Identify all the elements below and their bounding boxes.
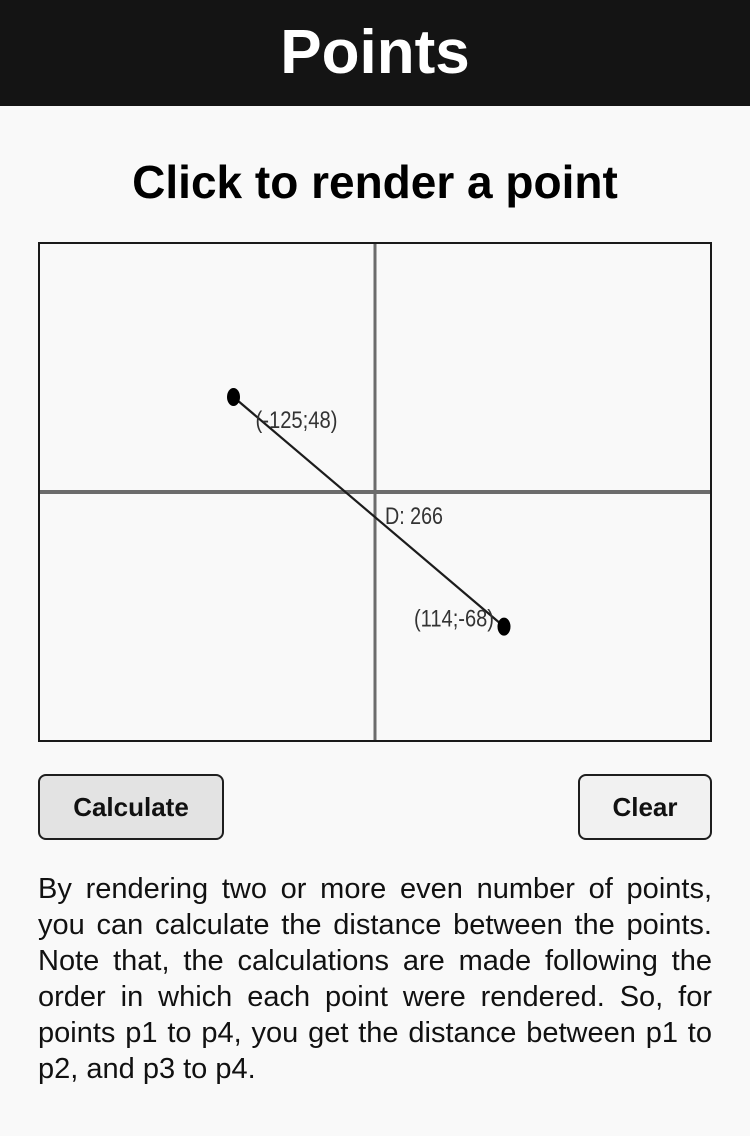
point-coordinate-label: (114;-68) xyxy=(414,606,494,633)
plotted-point[interactable] xyxy=(497,617,511,636)
distance-segment xyxy=(232,396,505,628)
distance-label: D: 266 xyxy=(385,503,443,530)
plot-svg[interactable]: (-125;48) (114;-68) D: 266 xyxy=(40,244,710,740)
app-title: Points xyxy=(280,18,470,87)
calculate-button[interactable]: Calculate xyxy=(38,774,224,840)
app-header: Points xyxy=(0,0,750,106)
point-coordinate-label: (-125;48) xyxy=(256,407,338,434)
plotted-point[interactable] xyxy=(227,388,240,406)
clear-button[interactable]: Clear xyxy=(578,774,712,840)
instructions-text: By rendering two or more even number of … xyxy=(38,873,712,1085)
page-heading: Click to render a point xyxy=(132,156,618,208)
points-canvas[interactable]: (-125;48) (114;-68) D: 266 xyxy=(38,242,712,742)
